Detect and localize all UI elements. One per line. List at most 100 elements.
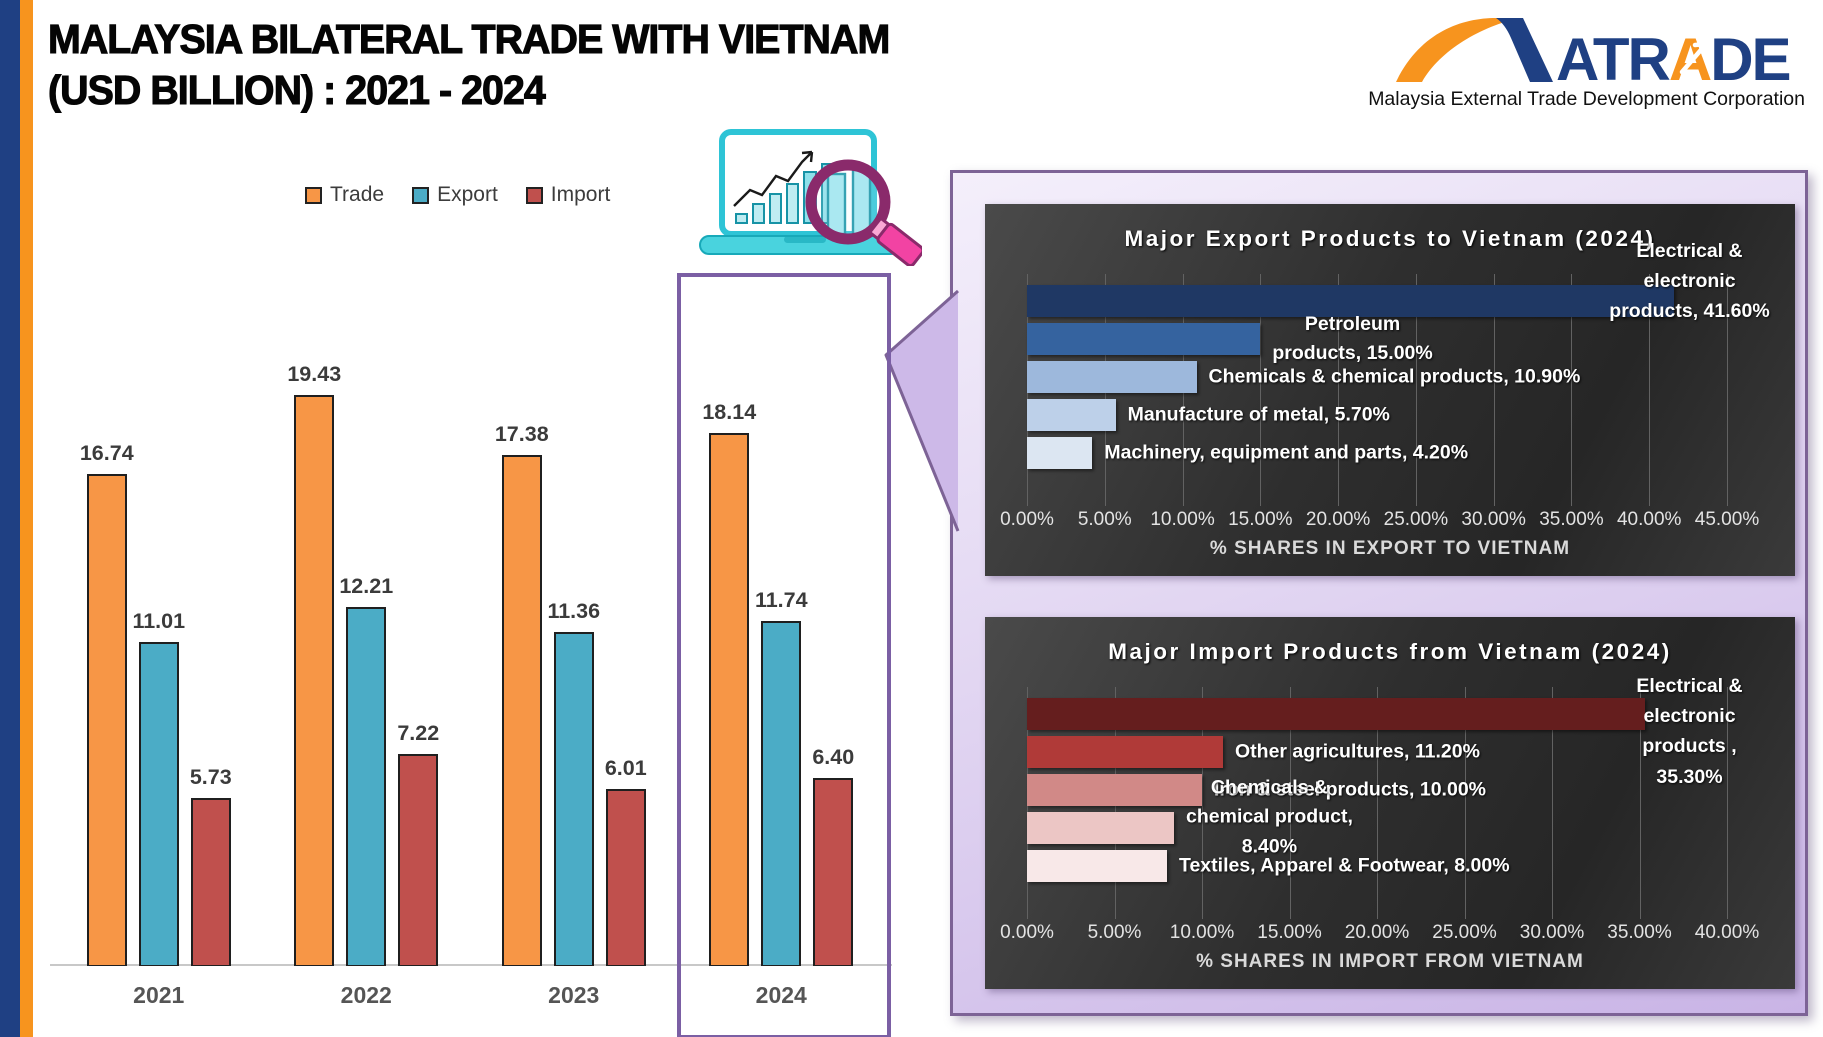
hbar-5 [1027, 850, 1167, 882]
legend-swatch-export [412, 186, 430, 204]
axis-tick-label: 0.00% [1000, 509, 1054, 530]
bar-import-2021: 5.73 [189, 378, 232, 966]
chart-legend: Trade Export Import [305, 183, 610, 207]
highlight-2024-box [677, 273, 891, 1037]
bar-row-2: Other agricultures, 11.20% [1027, 733, 1727, 771]
laptop-magnifier-icon [699, 129, 922, 266]
bar-trade-2022: 19.43 [287, 362, 341, 966]
bar-data-label: Electrical & electronic products, 41.60% [1609, 240, 1770, 323]
bar-row-5: Machinery, equipment and parts, 4.20% [1027, 434, 1727, 472]
bar-value-label: 19.43 [287, 362, 342, 386]
axis-tick-label: 25.00% [1432, 922, 1497, 943]
year-label-2022: 2022 [340, 982, 392, 1008]
gridline [1415, 274, 1417, 506]
gridline [1202, 687, 1203, 919]
bar-rect [294, 395, 335, 966]
axis-tick-label: 20.00% [1305, 509, 1371, 530]
export-chart-bars: Electrical & electronic products, 41.60% Pe… [1027, 240, 1770, 472]
bar-data-label: Manufacture of metal, 5.70% [1127, 403, 1390, 426]
gridline [1289, 687, 1291, 919]
magnifier-handle [867, 216, 922, 266]
bar-value-label: 18.14 [702, 400, 757, 424]
legend-swatch-import [525, 186, 543, 204]
bar-value-label: 11.01 [132, 609, 186, 633]
export-chart-axis-title: % SHARES IN EXPORT TO VIETNAM [1209, 538, 1571, 559]
import-chart-title: Major Import Products from Vietnam (2024… [1108, 639, 1672, 664]
bar-data-label: Other agricultures, 11.20% [1235, 740, 1480, 763]
logo-letter-a-orange: A [1669, 26, 1711, 92]
year-label-2024: 2024 [755, 982, 807, 1008]
axis-tick-label: 0.00% [1000, 922, 1054, 943]
bar-rect [709, 433, 750, 966]
bar-rect [501, 455, 542, 966]
matrade-logo-graphic: ATRADE [1396, 18, 1792, 93]
axis-tick-label: 5.00% [1087, 922, 1142, 943]
bar-export-2024: 11.74 [755, 378, 808, 966]
bar-rect [86, 474, 127, 966]
logo-swoosh-orange [1396, 18, 1520, 82]
bar-export-2023: 11.36 [547, 378, 600, 966]
axis-tick-label: 5.00% [1077, 509, 1132, 530]
logo-arrow-icon [1679, 41, 1709, 75]
axis-tick-label: 20.00% [1344, 922, 1410, 943]
bar-row-3: Chemicals & chemical products, 10.90% [1027, 358, 1727, 396]
bar-data-label: Petroleum products, 15.00% [1272, 312, 1433, 364]
bar-value-label: 7.22 [397, 721, 440, 745]
bar-value-label: 16.74 [79, 441, 134, 465]
bar-row-5: Textiles, Apparel & Footwear, 8.00% [1027, 847, 1727, 885]
matrade-logo: ATRADE [1390, 14, 1820, 97]
screen-trend-arrow [733, 150, 814, 207]
legend-label-import: Import [550, 183, 611, 206]
logo-letters-de: DE [1710, 26, 1789, 92]
bar-row-1: Electrical & electronic products , 35.30% [1027, 675, 1743, 788]
bar-value-label: 6.01 [604, 756, 647, 780]
gridline [1639, 687, 1641, 919]
bar-value-label: 17.38 [494, 422, 549, 446]
bar-import-2022: 7.22 [397, 378, 440, 966]
bar-data-label: Chemicals & chemical products, 10.90% [1208, 365, 1581, 388]
legend-swatch-trade [305, 186, 322, 204]
bar-group-2024: 18.14 11.74 6.40 [678, 378, 886, 966]
axis-tick-label: 25.00% [1383, 509, 1449, 530]
logo-subtitle: Malaysia External Trade Development Corp… [1368, 88, 1805, 110]
bar-value-label: 5.73 [189, 765, 232, 789]
bar-rect [813, 778, 854, 966]
laptop-trackpad-notch [784, 236, 826, 243]
year-label-2023: 2023 [548, 982, 600, 1008]
hbar-5 [1027, 437, 1093, 469]
legend-label-export: Export [437, 183, 498, 206]
hbar-1 [1027, 698, 1645, 730]
legend-item-export: Export [412, 183, 498, 207]
hbar-3 [1027, 361, 1197, 393]
bar-data-label: Iron & steel products, 10.00% [1214, 778, 1487, 801]
bar-value-label: 12.21 [339, 574, 394, 598]
bar-import-2023: 6.01 [604, 378, 647, 966]
bar-export-2022: 12.21 [339, 378, 393, 966]
x-axis-year-labels: 2021 2022 2023 2024 [55, 982, 885, 1009]
logo-letters-atr: ATR [1556, 26, 1671, 92]
hbar-2 [1027, 323, 1261, 355]
bar-row-3: Iron & steel products, 10.00% [1027, 771, 1727, 809]
hbar-4 [1027, 399, 1116, 431]
bar-value-label: 11.36 [547, 599, 601, 623]
bar-rect [398, 754, 439, 966]
left-stripe-blue [0, 0, 20, 1037]
hbar-2 [1027, 736, 1223, 768]
axis-tick-label: 40.00% [1616, 509, 1682, 530]
magnifier-ring [805, 159, 891, 245]
gridline [1571, 274, 1573, 506]
export-products-chart: Major Export Products to Vietnam (2024) … [985, 204, 1795, 576]
bar-rect [553, 632, 594, 966]
bar-row-2: Petroleum products, 15.00% [1027, 313, 1727, 364]
bar-trade-2023: 17.38 [495, 378, 549, 966]
hbar-1 [1027, 285, 1675, 317]
legend-label-trade: Trade [330, 183, 385, 206]
logo-m-blue [1496, 18, 1553, 82]
gridline [1649, 274, 1651, 506]
axis-tick-label: 40.00% [1694, 922, 1760, 943]
axis-tick-label: 15.00% [1257, 922, 1322, 943]
legend-item-trade: Trade [305, 183, 384, 207]
bar-rect [605, 789, 646, 966]
page-title-line2: (USD BILLION) : 2021 - 2024 [47, 67, 546, 114]
bar-row-4: Manufacture of metal, 5.70% [1027, 396, 1727, 434]
